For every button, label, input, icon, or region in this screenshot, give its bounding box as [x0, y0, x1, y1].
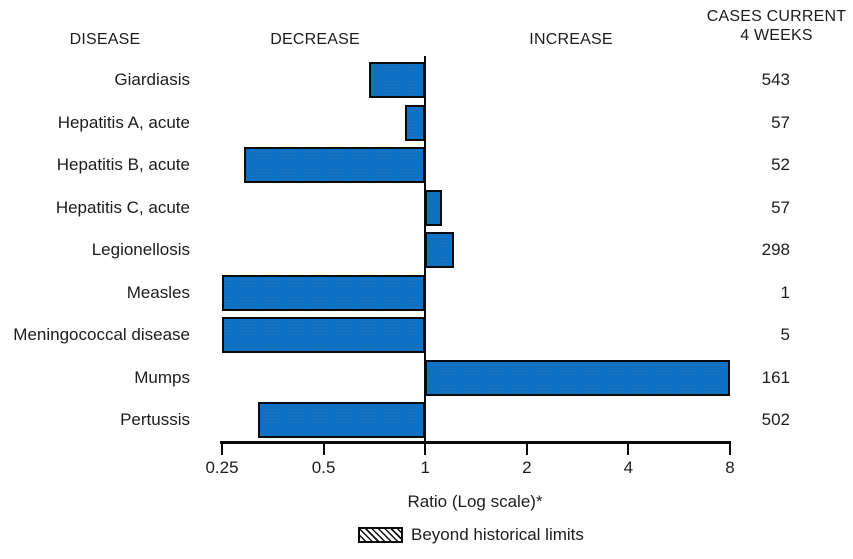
disease-label: Mumps: [134, 367, 190, 387]
ratio-bar: [243, 147, 425, 183]
cases-current-4-weeks-value: 1: [780, 282, 790, 302]
ratio-bar: [222, 317, 425, 353]
cases-current-4-weeks-value: 52: [771, 155, 790, 174]
x-axis-tick-label: 1: [420, 458, 430, 477]
disease-label: Hepatitis A, acute: [57, 112, 190, 132]
cases-current-4-weeks-value: 57: [771, 197, 790, 217]
ratio-bar: [425, 232, 455, 268]
x-axis-title: Ratio (Log scale)*: [407, 492, 543, 511]
column-header-increase: INCREASE: [529, 31, 613, 48]
cases-current-4-weeks-value: 298: [761, 240, 790, 259]
column-header-disease: DISEASE: [69, 31, 141, 48]
x-axis-tick: [322, 441, 325, 455]
ratio-bar: [425, 189, 442, 226]
x-axis-line: [220, 441, 731, 444]
x-axis-tick-label: 0.5: [311, 458, 336, 477]
x-axis-tick: [729, 441, 731, 455]
legend-label: Beyond historical limits: [411, 525, 584, 544]
cases-current-4-weeks-value: 502: [761, 410, 790, 429]
column-header-decrease: DECREASE: [270, 31, 360, 48]
disease-label: Hepatitis B, acute: [56, 155, 190, 174]
beyond-historical-limits-hatch-swatch: [358, 527, 403, 543]
disease-label: Measles: [126, 282, 190, 302]
ratio-bar: [404, 104, 425, 141]
x-axis-tick: [627, 441, 630, 455]
disease-label: Meningococcal disease: [13, 325, 190, 344]
cases-header-line2: 4 WEEKS: [740, 27, 813, 44]
cases-current-4-weeks-value: 57: [771, 112, 790, 132]
ratio-bar: [368, 62, 425, 98]
ratio-bar: [222, 274, 425, 311]
cases-current-4-weeks-value: 543: [761, 70, 790, 89]
disease-label: Pertussis: [120, 410, 190, 429]
x-axis-tick: [424, 441, 427, 455]
x-axis-tick-label: 8: [725, 458, 735, 477]
cases-header-line1: CASES CURRENT: [706, 8, 847, 25]
disease-label: Giardiasis: [114, 70, 190, 89]
ratio-bar: [425, 359, 730, 396]
x-axis-tick-label: 2: [522, 458, 532, 477]
x-axis-tick-label: 0.25: [205, 458, 239, 477]
cases-current-4-weeks-value: 161: [761, 367, 790, 387]
disease-label: Legionellosis: [91, 240, 190, 259]
cases-current-4-weeks-value: 5: [780, 325, 790, 344]
disease-label: Hepatitis C, acute: [55, 197, 190, 217]
x-axis-tick-label: 4: [623, 458, 634, 477]
x-axis-tick: [221, 441, 223, 455]
x-axis-tick: [525, 441, 528, 455]
column-header-cases-current-4-weeks: CASES CURRENT 4 WEEKS: [700, 7, 853, 45]
ratio-bar: [258, 402, 425, 438]
